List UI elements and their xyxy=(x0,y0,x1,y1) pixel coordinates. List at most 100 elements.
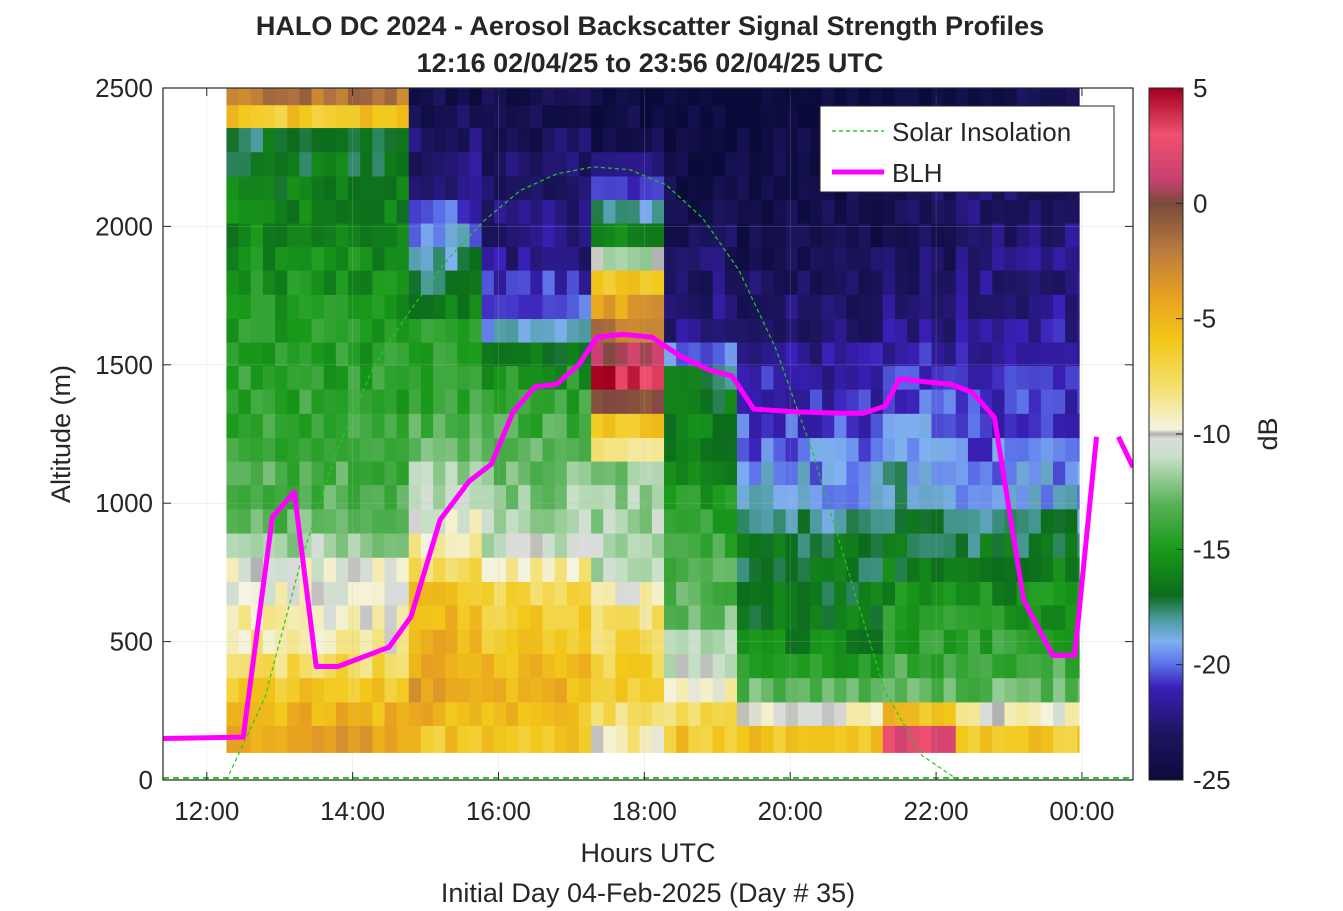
heatmap-cell xyxy=(943,460,957,486)
heatmap-cell xyxy=(360,270,373,295)
heatmap-cell xyxy=(967,460,981,486)
heatmap-cell xyxy=(433,175,446,201)
heatmap-cell xyxy=(591,508,604,534)
heatmap-cell xyxy=(226,653,240,679)
heatmap-cell xyxy=(287,629,300,654)
heatmap-cell xyxy=(834,88,847,106)
heatmap-cell xyxy=(664,270,677,295)
heatmap-cell xyxy=(226,341,240,367)
heatmap-cell xyxy=(1065,532,1078,558)
heatmap-cell xyxy=(420,318,434,343)
heatmap-cell xyxy=(931,557,945,582)
heatmap-cell xyxy=(554,270,568,295)
heatmap-cell xyxy=(566,246,580,271)
heatmap-cell xyxy=(895,508,908,534)
heatmap-cell xyxy=(712,557,726,582)
heatmap-cell xyxy=(809,175,823,201)
heatmap-cell xyxy=(639,484,653,510)
heatmap-cell xyxy=(360,199,373,224)
heatmap-cell xyxy=(457,104,471,129)
heatmap-cell xyxy=(688,653,702,679)
heatmap-cell xyxy=(834,725,847,753)
heatmap-cell xyxy=(639,175,653,201)
heatmap-cell xyxy=(360,175,373,201)
heatmap-cell xyxy=(262,677,276,703)
heatmap-cell xyxy=(348,437,361,462)
heatmap-cell xyxy=(858,581,872,606)
heatmap-cell xyxy=(809,88,823,106)
heatmap-cell xyxy=(275,341,288,367)
heatmap-cell xyxy=(445,270,459,295)
heatmap-cell xyxy=(870,653,884,679)
heatmap-cell xyxy=(700,222,714,248)
heatmap-cell xyxy=(1028,88,1042,106)
heatmap-cell xyxy=(907,701,920,726)
heatmap-cell xyxy=(578,127,592,153)
heatmap-cell xyxy=(1053,653,1066,679)
heatmap-cell xyxy=(566,175,580,201)
heatmap-cell xyxy=(967,508,981,534)
heatmap-cell xyxy=(931,532,945,558)
heatmap-cell xyxy=(311,151,325,177)
heatmap-cell xyxy=(992,629,1006,654)
heatmap-cell xyxy=(761,175,775,201)
heatmap-cell xyxy=(615,604,629,630)
heatmap-cell xyxy=(931,437,945,462)
heatmap-cell xyxy=(445,294,459,320)
heatmap-cell xyxy=(736,413,750,439)
heatmap-cell xyxy=(518,557,531,582)
heatmap-cell xyxy=(457,532,471,558)
heatmap-cell xyxy=(797,460,811,486)
heatmap-cell xyxy=(1077,199,1080,224)
heatmap-cell xyxy=(372,88,386,106)
heatmap-cell xyxy=(712,484,726,510)
heatmap-cell xyxy=(566,604,580,630)
heatmap-cell xyxy=(250,222,264,248)
heatmap-cell xyxy=(907,437,920,462)
heatmap-cell xyxy=(943,199,957,224)
heatmap-cell xyxy=(506,88,519,106)
heatmap-cell xyxy=(323,484,337,510)
heatmap-cell xyxy=(591,104,604,129)
heatmap-cell xyxy=(457,88,471,106)
heatmap-cell xyxy=(518,318,531,343)
heatmap-cell xyxy=(931,581,945,606)
heatmap-cell xyxy=(834,318,847,343)
heatmap-cell xyxy=(506,199,519,224)
heatmap-cell xyxy=(676,151,689,177)
heatmap-cell xyxy=(591,294,604,320)
heatmap-cell xyxy=(1040,484,1054,510)
heatmap-cell xyxy=(275,389,288,414)
heatmap-cell xyxy=(360,677,373,703)
heatmap-cell xyxy=(615,88,629,106)
heatmap-cell xyxy=(773,677,787,703)
heatmap-cell xyxy=(639,127,653,153)
heatmap-cell xyxy=(275,104,288,129)
heatmap-cell xyxy=(712,222,726,248)
heatmap-cell xyxy=(895,725,908,753)
heatmap-cell xyxy=(481,270,495,295)
heatmap-cell xyxy=(980,484,993,510)
heatmap-cell xyxy=(822,88,835,106)
heatmap-cell xyxy=(931,677,945,703)
heatmap-cell xyxy=(651,365,665,390)
heatmap-cell xyxy=(360,460,373,486)
heatmap-cell xyxy=(250,677,264,703)
heatmap-cell xyxy=(469,318,483,343)
heatmap-cell xyxy=(299,88,313,106)
heatmap-cell xyxy=(651,294,665,320)
heatmap-cell xyxy=(1077,88,1080,106)
heatmap-cell xyxy=(591,365,604,390)
heatmap-cell xyxy=(396,127,410,153)
heatmap-cell xyxy=(870,508,884,534)
heatmap-cell xyxy=(1004,604,1018,630)
heatmap-cell xyxy=(226,389,240,414)
heatmap-cell xyxy=(1004,318,1018,343)
heatmap-cell xyxy=(858,389,872,414)
heatmap-cell xyxy=(433,677,446,703)
heatmap-cell xyxy=(396,389,410,414)
heatmap-cell xyxy=(433,629,446,654)
heatmap-cell xyxy=(943,532,957,558)
heatmap-cell xyxy=(992,294,1006,320)
heatmap-cell xyxy=(469,88,483,106)
